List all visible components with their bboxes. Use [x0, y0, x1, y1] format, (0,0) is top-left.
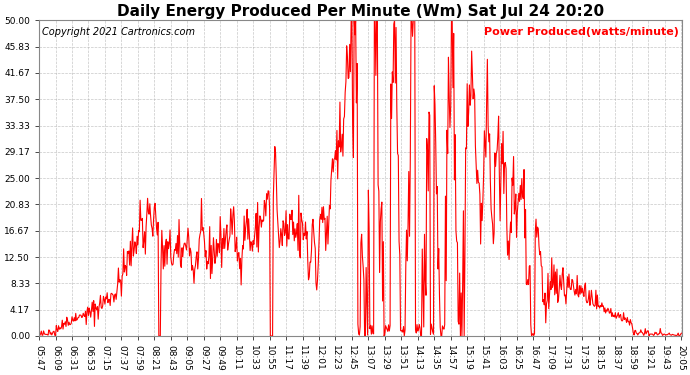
- Text: Power Produced(watts/minute): Power Produced(watts/minute): [484, 27, 679, 37]
- Text: Copyright 2021 Cartronics.com: Copyright 2021 Cartronics.com: [42, 27, 195, 37]
- Title: Daily Energy Produced Per Minute (Wm) Sat Jul 24 20:20: Daily Energy Produced Per Minute (Wm) Sa…: [117, 4, 604, 19]
